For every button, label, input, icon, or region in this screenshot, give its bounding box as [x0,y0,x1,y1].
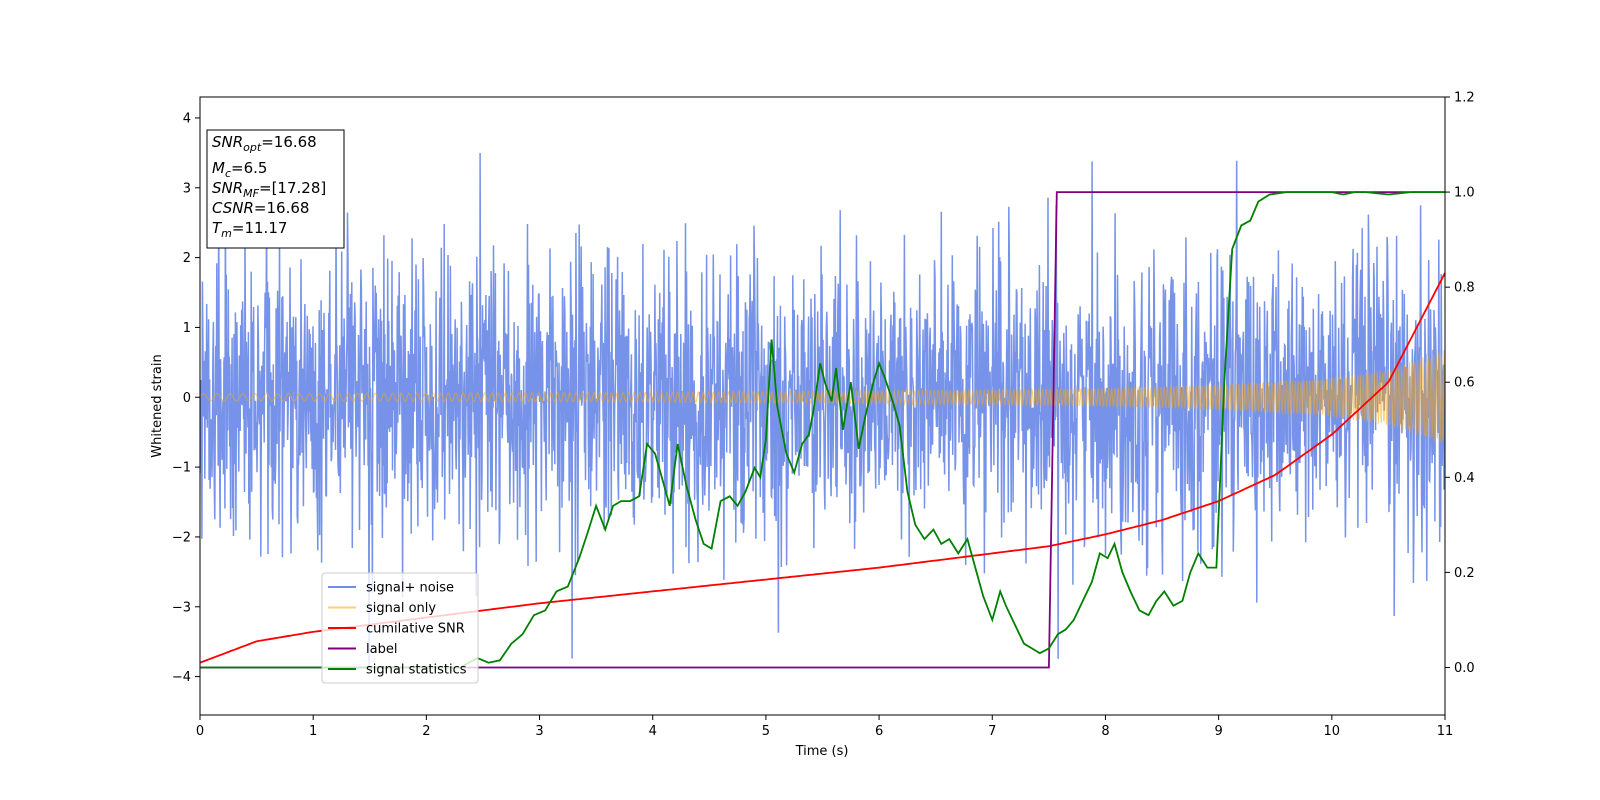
y-axis-right: 0.0 0.2 0.4 0.6 0.8 1.0 1.2 [1445,91,1475,676]
y-right-tick-label: 1.0 [1454,186,1475,201]
y-left-tick-label: 3 [183,181,191,196]
annotation-line: CSNR=16.68 [212,199,309,217]
legend-label: signal statistics [366,663,467,678]
signal-noise-line [200,152,1445,667]
signal-only-line [200,350,1445,443]
x-tick-label: 1 [309,724,317,739]
plot-frame [199,96,1446,716]
y-left-tick-label: −2 [172,530,191,545]
y-right-tick-label: 0.8 [1454,281,1475,296]
y-left-tick-label: −4 [172,670,191,685]
annotation-line: SNRMF=[17.28] [212,179,326,200]
x-tick-label: 6 [875,724,883,739]
x-tick-label: 7 [988,724,996,739]
x-tick-label: 11 [1437,724,1454,739]
annotation-box: SNRopt=16.68 Mc=6.5SNRMF=[17.28]CSNR=16.6… [206,129,345,249]
legend-label: cumilative SNR [366,622,465,637]
x-tick-label: 5 [762,724,770,739]
x-tick-label: 8 [1101,724,1109,739]
legend-label: label [366,642,397,657]
y-left-tick-label: 0 [183,391,191,406]
x-tick-label: 0 [196,724,204,739]
y-right-tick-label: 0.0 [1454,661,1475,676]
annotation-line: Mc=6.5 [212,159,267,180]
y-left-tick-label: 1 [183,321,191,336]
annotation-line: Tm=11.17 [212,219,287,240]
x-tick-label: 4 [649,724,657,739]
y-axis-label: Whitened strain [150,354,165,457]
label-line [200,191,1445,669]
annotation-frame [206,129,345,249]
legend-frame [321,572,479,684]
y-right-tick-label: 0.4 [1454,471,1475,486]
y-right-tick-label: 1.2 [1454,91,1475,106]
y-right-tick-label: 0.2 [1454,566,1475,581]
x-tick-label: 2 [422,724,430,739]
legend-label: signal only [366,601,436,616]
x-tick-label: 3 [535,724,543,739]
legend: signal+ noise signal only cumilative SNR la… [321,572,479,684]
x-axis-label: Time (s) [795,744,849,759]
x-tick-label: 10 [1324,724,1341,739]
annotation-line: SNRopt=16.68 [212,133,317,154]
y-left-tick-label: 4 [183,111,191,126]
x-axis: 0 1 2 3 4 5 6 7 8 9 10 11 [196,715,1453,739]
signal-statistics-line [200,191,1445,669]
y-left-tick-label: −1 [172,461,191,476]
y-axis-left: −4 −3 −2 −1 0 1 2 3 4 [172,111,200,685]
y-left-tick-label: −3 [172,600,191,615]
legend-label: signal+ noise [366,581,454,596]
x-tick-label: 9 [1214,724,1222,739]
y-left-tick-label: 2 [183,251,191,266]
y-right-tick-label: 0.6 [1454,376,1475,391]
